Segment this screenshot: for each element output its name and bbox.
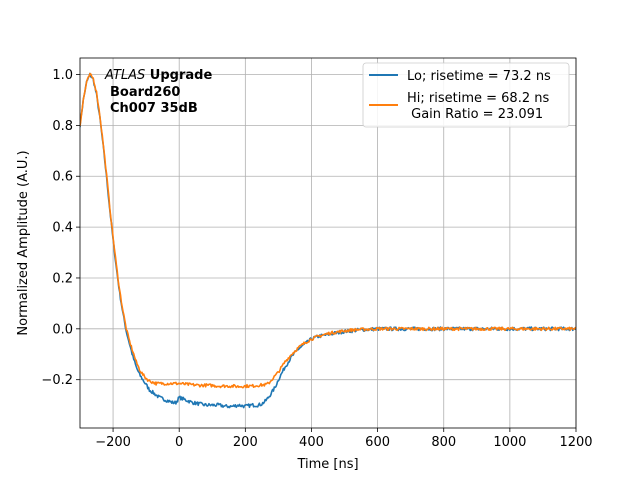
y-tick-label: 0.4 <box>52 221 73 236</box>
legend-label-lo: Lo; risetime = 73.2 ns <box>407 69 551 84</box>
y-tick-label: 0.0 <box>52 322 73 337</box>
x-axis-title: Time [ns] <box>296 457 358 472</box>
legend-label-hi-line: Gain Ratio = 23.091 <box>407 107 543 122</box>
legend-box <box>362 62 570 128</box>
atlas-annotation: ATLAS Upgrade Board260 Ch007 35dB <box>104 68 212 116</box>
x-tick-label: 400 <box>299 435 324 450</box>
annotation-line3: Ch007 35dB <box>110 101 198 116</box>
x-tick-label: 1200 <box>559 435 592 450</box>
y-tick-label: 0.2 <box>52 271 73 286</box>
y-axis-ticks: −0.2 0.0 0.2 0.4 0.6 0.8 1.0 <box>41 68 80 388</box>
y-tick-label: 1.0 <box>52 68 73 83</box>
y-axis-title: Normalized Amplitude (A.U.) <box>16 150 31 335</box>
legend-label-hi: Hi; risetime = 68.2 ns Gain Ratio = 23.0… <box>407 91 549 122</box>
x-tick-label: 800 <box>431 435 456 450</box>
y-tick-label: 0.8 <box>52 119 73 134</box>
legend-label-hi-line: Hi; risetime = 68.2 ns <box>407 91 549 106</box>
x-tick-label: 200 <box>233 435 258 450</box>
series-layer <box>80 72 576 409</box>
y-tick-label: 0.6 <box>52 170 73 185</box>
annotation-line2: Board260 <box>110 85 180 100</box>
x-axis-ticks: −200 0 200 400 600 800 1000 1200 <box>95 428 593 450</box>
x-tick-label: 0 <box>175 435 183 450</box>
plot-frame <box>79 57 577 429</box>
y-gridlines <box>80 74 576 381</box>
x-tick-label: −200 <box>95 435 131 450</box>
x-tick-label: 1000 <box>493 435 526 450</box>
x-tick-label: 600 <box>365 435 390 450</box>
annotation-line1: ATLAS Upgrade <box>104 68 212 83</box>
series-hi-line <box>80 72 576 389</box>
y-tick-label: −0.2 <box>41 373 73 388</box>
legend: Lo; risetime = 73.2 ns Hi; risetime = 68… <box>362 62 570 128</box>
annotation-atlas: ATLAS <box>104 68 145 83</box>
annotation-upgrade: Upgrade <box>145 68 212 83</box>
